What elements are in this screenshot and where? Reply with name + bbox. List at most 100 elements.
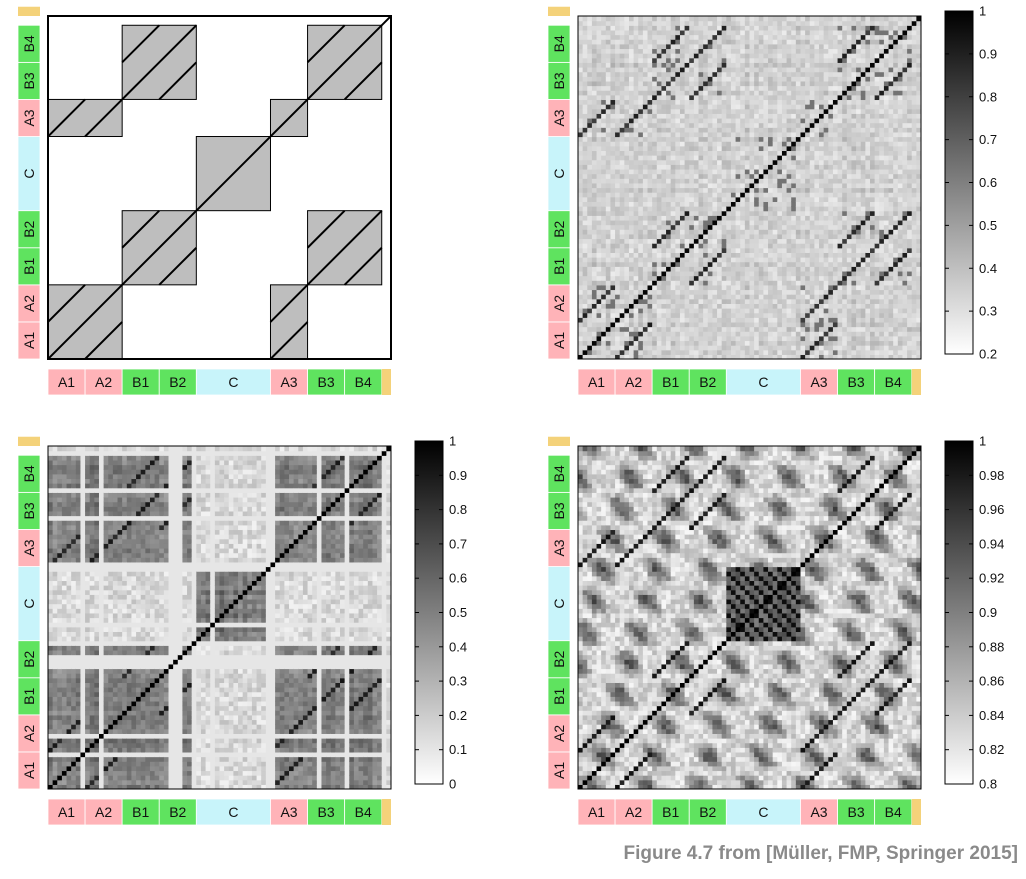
matrix [48,446,391,789]
bottom-segment-label: B2 [169,804,186,820]
colorbar-tick-label: 0.2 [449,708,467,723]
left-segment-label: A3 [551,109,567,126]
bottom-end-segment [911,799,921,825]
bottom-segment-b4 [344,368,383,396]
bottom-segment-bar: A1 A2 B1 B2 C A3 B3 B4 [577,798,921,826]
panel-svg: A1 A2 B1 B2 C A3 B3 B4 A1 A2 B1 B2 C A3 B3 B4 0 0.1 0.2 0.3… [17,434,467,826]
left-segment-label: B4 [551,465,567,482]
left-segment-label: B1 [21,688,37,705]
bottom-segment-label: A2 [625,804,642,820]
colorbar-tick-label: 1 [979,4,986,19]
matrix [578,446,921,789]
bottom-segment-bar: A1 A2 B1 B2 C A3 B3 B4 [47,798,391,826]
bottom-segment-label: A1 [588,804,605,820]
left-end-segment [548,6,570,16]
bottom-segment-label: A2 [95,374,112,390]
left-end-segment [18,436,40,446]
bottom-segment-a1 [47,798,86,826]
colorbar: 0 0.1 0.2 0.3 0.4 0.5 0.6 0.7 0.8 0.9 1 [414,434,467,792]
left-segment-label: B1 [551,688,567,705]
colorbar-tick-label: 0.5 [449,605,467,620]
panel-svg: A1 A2 B1 B2 C A3 B3 B4 A1 A2 B1 B2 C A3 B3 B4 [17,6,392,396]
matrix-frame [577,445,922,790]
ssm-panel-bottom-right: A1 A2 B1 B2 C A3 B3 B4 A1 A2 B1 B2 C A3 B3 B4 0.8 0.82 0.8… [530,430,1010,840]
colorbar-tick-label: 0.84 [979,708,1004,723]
colorbar-tick-label: 0.88 [979,639,1004,654]
left-segment-label: A3 [551,539,567,556]
bottom-segment-label: A2 [625,374,642,390]
bottom-segment-b4 [874,368,913,396]
colorbar-gradient [944,440,974,785]
path-segment [121,24,160,64]
left-segment-b4 [547,454,571,493]
path-segment [269,284,309,323]
colorbar-tick-label: 0.2 [979,347,997,362]
bottom-segment-b3 [837,368,876,396]
left-segment-label: B2 [21,220,37,237]
bottom-segment-b3 [307,798,346,826]
colorbar-tick-label: 0.6 [449,571,467,586]
figure-caption: Figure 4.7 from [Müller, FMP, Springer 2… [623,843,1018,864]
bottom-segment-label: B2 [699,374,716,390]
bottom-segment-b2 [688,368,727,396]
bottom-segment-label: B3 [318,804,335,820]
left-segment-b4 [17,24,41,63]
left-segment-label: A1 [21,332,37,349]
colorbar-tick-label: 0.92 [979,571,1004,586]
left-segment-bar: A1 A2 B1 B2 C A3 B3 B4 [17,436,41,790]
matrix [578,16,921,359]
colorbar-tick-label: 0.8 [979,89,997,104]
left-segment-label: A1 [551,332,567,349]
bottom-segment-b4 [874,798,913,826]
colorbar-tick-label: 0.86 [979,674,1004,689]
path-segment [158,247,198,286]
left-segment-label: A2 [551,725,567,742]
matrix [48,16,391,359]
bottom-segment-c [195,798,271,826]
bottom-segment-label: B4 [355,374,372,390]
colorbar-tick-label: 0.8 [449,502,467,517]
left-segment-label: A2 [21,295,37,312]
bottom-segment-label: C [758,374,768,390]
path-segment [84,321,123,359]
colorbar: 0.2 0.3 0.4 0.5 0.6 0.7 0.8 0.9 1 [944,4,997,362]
colorbar-tick-label: 0.94 [979,536,1004,551]
bottom-segment-label: B4 [885,374,902,390]
left-segment-label: B3 [21,72,37,89]
left-segment-label: A2 [551,295,567,312]
bottom-segment-b1 [121,798,160,826]
path-segment [343,247,383,286]
colorbar-tick-label: 0.4 [449,639,467,654]
left-segment-label: C [21,599,37,609]
colorbar-tick-label: 0.82 [979,742,1004,757]
colorbar-tick-label: 0.96 [979,502,1004,517]
left-segment-label: B4 [21,465,37,482]
colorbar-tick-label: 0.7 [449,536,467,551]
left-end-segment [18,6,40,16]
left-segment-label: C [551,169,567,179]
left-segment-label: B3 [551,72,567,89]
left-segment-bar: A1 A2 B1 B2 C A3 B3 B4 [17,6,41,360]
bottom-segment-b1 [121,368,160,396]
bottom-segment-a1 [577,798,616,826]
bottom-segment-label: A3 [810,804,827,820]
path-segment [48,98,86,138]
bottom-end-segment [381,369,391,395]
left-segment-b4 [547,24,571,63]
colorbar-tick-label: 0.9 [979,46,997,61]
path-segment [269,321,309,359]
colorbar-gradient [944,10,974,355]
left-segment-label: B2 [551,220,567,237]
bottom-segment-bar: A1 A2 B1 B2 C A3 B3 B4 [577,368,921,396]
path-segment [48,284,86,323]
left-segment-label: A2 [21,725,37,742]
left-segment-label: B3 [551,502,567,519]
left-segment-label: A1 [21,762,37,779]
structure-block [48,98,123,138]
left-segment-label: B1 [21,258,37,275]
path-segment [48,16,391,359]
colorbar-gradient [414,440,444,785]
bottom-segment-bar: A1 A2 B1 B2 C A3 B3 B4 [47,368,391,396]
